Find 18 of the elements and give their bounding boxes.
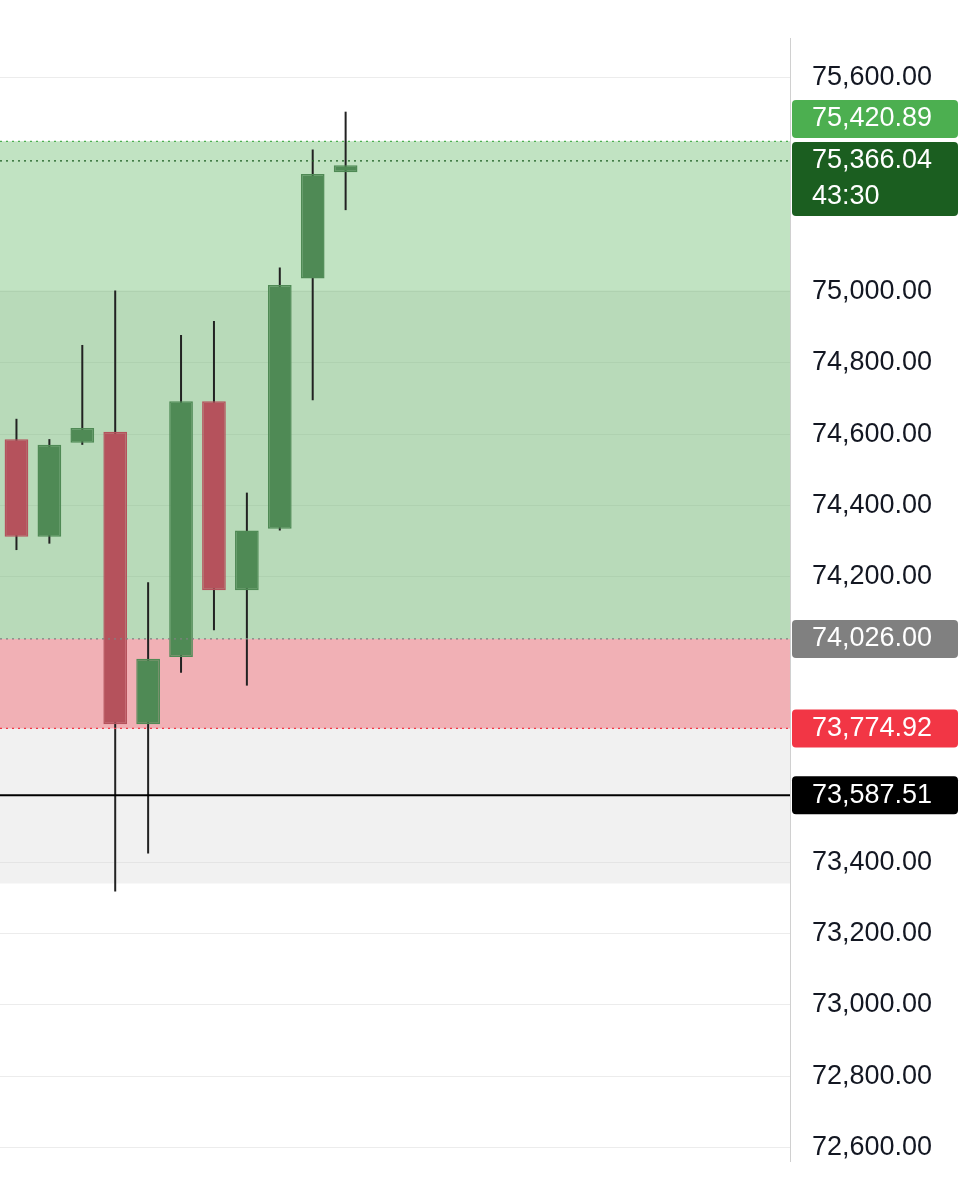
y-tick-label: 75,600.00 <box>812 60 933 91</box>
y-tick-label: 73,000.00 <box>812 988 933 1019</box>
ref-line-label: 75,366.04 43:30 <box>812 144 933 211</box>
y-tick-label: 75,000.00 <box>812 274 933 305</box>
y-tick-label: 74,400.00 <box>812 488 933 519</box>
y-tick-label: 74,200.00 <box>812 560 933 591</box>
y-tick-label: 74,800.00 <box>812 346 933 377</box>
ref-line-label: 73,587.51 <box>812 778 933 809</box>
y-tick-label: 73,400.00 <box>812 845 933 876</box>
y-tick-label: 74,600.00 <box>812 417 933 448</box>
candlestick <box>333 110 358 212</box>
ref-line-label: 74,026.00 <box>812 622 933 653</box>
ref-line-label: 73,774.92 <box>812 711 933 742</box>
y-tick-label: 72,600.00 <box>812 1130 933 1161</box>
ref-line-label: 75,420.89 <box>812 102 933 133</box>
y-tick-label: 73,200.00 <box>812 916 933 947</box>
y-tick-label: 72,800.00 <box>812 1059 933 1090</box>
candlestick <box>70 343 95 446</box>
